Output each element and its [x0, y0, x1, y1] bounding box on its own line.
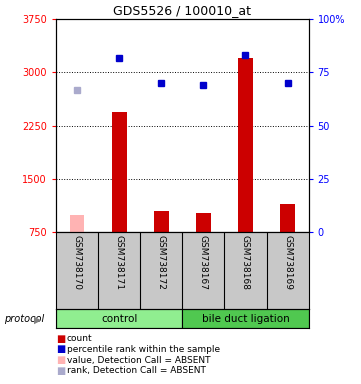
- Bar: [196, 213, 211, 232]
- Text: value, Detection Call = ABSENT: value, Detection Call = ABSENT: [67, 356, 210, 365]
- Text: count: count: [67, 334, 92, 343]
- Text: ■: ■: [56, 355, 65, 365]
- Text: GSM738169: GSM738169: [283, 235, 292, 290]
- Text: control: control: [101, 314, 137, 324]
- Bar: [182, 309, 309, 328]
- Text: percentile rank within the sample: percentile rank within the sample: [67, 345, 220, 354]
- Bar: [238, 58, 253, 232]
- Bar: [56, 309, 182, 328]
- Title: GDS5526 / 100010_at: GDS5526 / 100010_at: [113, 3, 251, 17]
- Bar: [70, 215, 84, 232]
- Bar: [154, 211, 169, 232]
- Bar: [280, 204, 295, 232]
- Text: ■: ■: [56, 344, 65, 354]
- Text: GSM738172: GSM738172: [157, 235, 166, 290]
- Text: GSM738170: GSM738170: [73, 235, 82, 290]
- Text: ■: ■: [56, 334, 65, 344]
- Text: bile duct ligation: bile duct ligation: [201, 314, 290, 324]
- Text: GSM738171: GSM738171: [115, 235, 123, 290]
- Text: GSM738168: GSM738168: [241, 235, 250, 290]
- Text: ■: ■: [56, 366, 65, 376]
- Text: protocol: protocol: [4, 314, 44, 324]
- Text: rank, Detection Call = ABSENT: rank, Detection Call = ABSENT: [67, 366, 206, 376]
- Text: ▶: ▶: [34, 314, 42, 324]
- Text: GSM738167: GSM738167: [199, 235, 208, 290]
- Bar: [112, 112, 126, 232]
